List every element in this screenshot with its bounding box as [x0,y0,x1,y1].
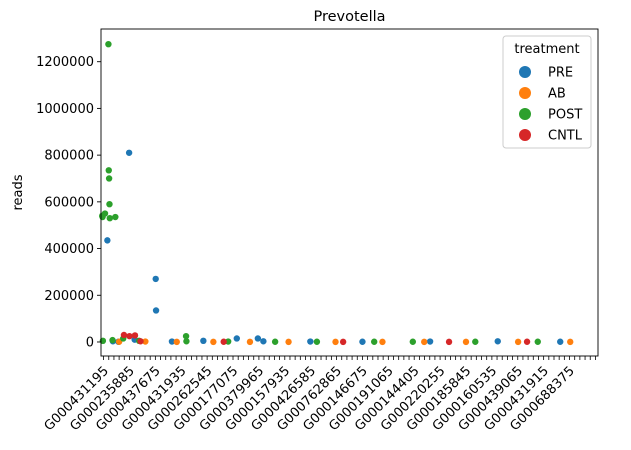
y-tick-label: 1000000 [36,102,94,117]
point-ab [332,338,339,346]
point-post [105,167,112,174]
plot-frame [100,28,599,357]
point-ab [142,338,149,345]
chart-title: Prevotella [313,9,385,25]
point-ab [210,338,217,346]
point-post [183,338,190,345]
legend-marker-post [519,108,531,120]
point-cntl [120,331,128,339]
point-post [109,336,116,344]
point-pre [426,338,434,345]
point-post [112,213,119,221]
y-axis: 0 200000 400000 600000 800000 1000000 1200000 [36,55,101,350]
y-tick-label: 800000 [44,149,94,164]
point-post [182,332,190,340]
point-post [99,213,106,221]
point-post [472,338,479,345]
point-ab [379,338,386,346]
point-post [105,40,112,48]
points-layer [98,40,574,346]
x-axis: G000431195G000235885G000437675G000431935… [42,356,596,434]
point-cntl [131,332,139,339]
point-ab [285,338,292,346]
point-cntl [126,332,133,340]
point-pre [104,237,111,244]
point-pre [125,149,133,156]
point-post [106,214,114,222]
point-pre [168,338,176,345]
legend-label-post: POST [548,108,582,123]
point-post [370,338,378,345]
legend-marker-pre [519,66,531,78]
point-ab [421,338,428,346]
y-tick-label: 200000 [44,289,94,304]
point-pre [359,338,366,345]
point-ab [173,338,180,346]
point-pre [260,338,267,345]
point-pre [494,338,501,345]
point-cntl [220,338,227,345]
point-pre [152,307,160,314]
legend-label-ab: AB [548,87,566,102]
point-post [409,338,417,345]
legend: treatment PRE AB POST CNTL [502,35,592,149]
point-pre [557,338,564,345]
point-cntl [339,338,347,346]
point-pre [152,275,159,283]
y-tick-label: 1200000 [36,55,94,70]
legend-label-cntl: CNTL [548,129,583,144]
legend-title: treatment [514,42,579,57]
point-cntl [445,338,453,346]
y-tick-label: 600000 [44,195,94,210]
point-cntl [137,338,144,345]
legend-marker-cntl [519,129,531,141]
point-pre [254,335,262,342]
point-post [106,200,113,208]
point-ab [514,338,522,346]
point-pre [200,337,207,345]
legend-label-pre: PRE [548,66,573,81]
point-pre [307,338,314,345]
y-tick-label: 400000 [44,242,94,257]
y-axis-label: reads [11,174,26,210]
point-post [271,338,279,345]
point-ab [246,338,254,346]
point-pre [233,335,240,342]
legend-marker-ab [519,87,531,99]
point-cntl [523,338,531,345]
point-post [313,338,321,345]
y-tick-label: 0 [86,335,94,350]
point-ab [462,338,470,346]
point-post [534,338,541,345]
point-ab [567,338,574,346]
point-post [105,175,113,182]
